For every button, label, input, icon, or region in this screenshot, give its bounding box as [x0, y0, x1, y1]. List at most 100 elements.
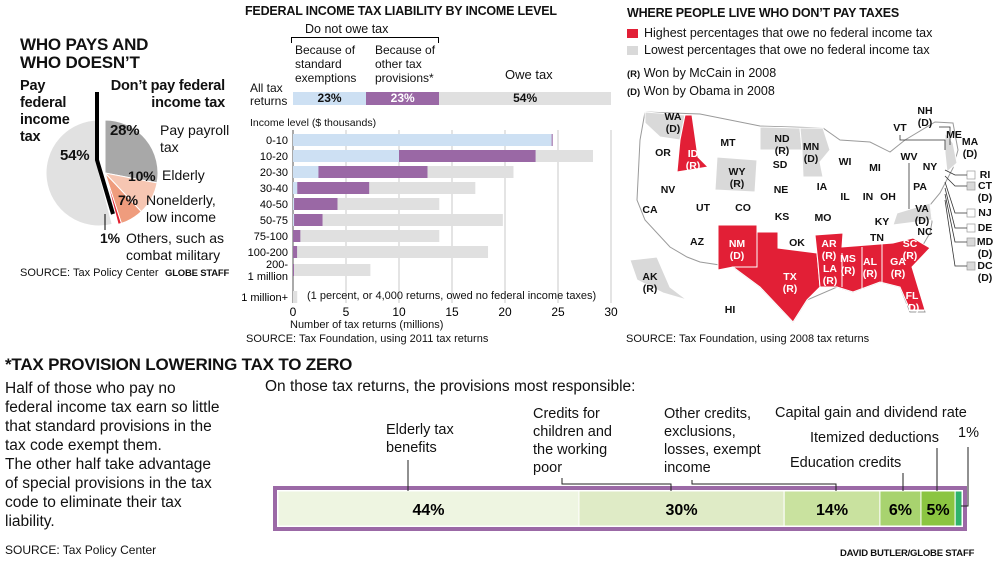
pie-desc-payroll: Pay payroll tax [160, 122, 230, 155]
cat-itemized: Itemized deductions [810, 430, 939, 446]
cat-children: Credits for children and the working poo… [533, 406, 612, 476]
state-label-ma: MA (D) [962, 136, 978, 160]
state-party: (R) [890, 268, 906, 280]
provision-leader-line [561, 478, 672, 491]
provision-value-label: 6% [889, 502, 912, 519]
state-abbr: KS [774, 211, 790, 223]
state-label-wy: WY (R) [729, 166, 746, 190]
category-label: 10-20 [260, 151, 288, 163]
state-abbr: AR [821, 238, 837, 250]
do-not-owe-bracket [291, 37, 439, 43]
legend-high-swatch [627, 29, 638, 38]
state-abbr: WI [838, 156, 852, 168]
state-abbr: NJ [978, 207, 992, 219]
bar-segment [294, 214, 323, 226]
x-tick-label: 20 [498, 305, 512, 319]
all-standard-seg: 23% [293, 92, 367, 105]
state-leader-line [944, 187, 967, 229]
provision-segment [879, 490, 922, 527]
state-abbr: VA [915, 203, 929, 215]
state-abbr: ND [774, 133, 790, 145]
state-leader-line [944, 193, 967, 243]
state-abbr: DC [977, 260, 993, 272]
state-party: (D) [977, 272, 993, 284]
state-abbr: IL [840, 191, 850, 203]
state-abbr: ID [687, 148, 699, 160]
state-party: (R) [902, 250, 918, 262]
income-source: SOURCE: Tax Foundation, using 2011 tax r… [246, 333, 489, 345]
state-label-wv: WV [901, 151, 918, 163]
state-label-tx: TX (R) [783, 271, 798, 295]
state-abbr: CA [642, 204, 658, 216]
state-abbr: MS [840, 253, 856, 265]
state-label-ca: CA [642, 204, 657, 216]
income-x-label: Number of tax returns (millions) [290, 319, 444, 331]
state-label-ne: NE [774, 184, 789, 196]
category-label: 100-200 [248, 247, 288, 259]
state-party: (R) [840, 265, 856, 277]
state-label-hi: HI [725, 304, 736, 316]
state-abbr: RI [979, 169, 991, 181]
legend-other: Because of other tax provisions* [375, 43, 436, 85]
state-abbr: WY [728, 166, 746, 178]
state-label-la: LA (R) [823, 263, 838, 287]
state-label-nm: NM (D) [729, 238, 745, 262]
all-returns-bar: 23% 23% 54% [293, 92, 611, 105]
state-label-al: AL (R) [863, 256, 878, 280]
state-label-ny: NY [923, 161, 938, 173]
bar-segment [293, 182, 298, 194]
bar-segment [293, 246, 298, 258]
state-label-vt: VT [893, 122, 906, 134]
x-tick-label: 15 [445, 305, 459, 319]
pie-label-1: 1% [100, 230, 120, 246]
state-label-me: ME [946, 129, 962, 141]
state-party: (R) [862, 268, 878, 280]
category-label: 0-10 [266, 135, 288, 147]
state-abbr: NH [917, 105, 933, 117]
category-label: 50-75 [260, 215, 288, 227]
pie-source: SOURCE: Tax Policy Center [20, 267, 159, 279]
category-label: 1 million+ [241, 292, 288, 304]
provision-subtitle: On those tax returns, the provisions mos… [265, 378, 636, 395]
state-label-co: CO [735, 202, 751, 214]
state-abbr: MO [814, 212, 832, 224]
state-abbr: CT [977, 180, 992, 192]
state-label-ia: IA [817, 181, 828, 193]
bar-segment [300, 230, 440, 242]
state-abbr: MT [720, 137, 736, 149]
state-swatch [966, 261, 976, 271]
state-abbr: AK [642, 271, 658, 283]
state-label-il: IL [840, 191, 849, 203]
x-tick-label: 10 [392, 305, 406, 319]
state-abbr: GA [890, 256, 906, 268]
bar-segment [293, 134, 552, 146]
state-abbr: AZ [690, 236, 704, 248]
state-label-tn: TN [870, 232, 884, 244]
cat-other-credits: Other credits, exclusions, losses, exemp… [664, 406, 761, 476]
income-chart-title: FEDERAL INCOME TAX LIABILITY BY INCOME L… [245, 4, 557, 18]
state-party: (R) [822, 275, 838, 287]
state-label-mo: MO [815, 212, 832, 224]
cat-capital-gain: Capital gain and dividend rate [775, 405, 967, 421]
map-source: SOURCE: Tax Foundation, using 2008 tax r… [626, 333, 870, 345]
bar-segment [293, 198, 295, 210]
state-swatch [966, 170, 976, 180]
state-swatch [966, 223, 976, 233]
state-party: (R) [821, 250, 837, 262]
x-tick-label: 25 [551, 305, 565, 319]
state-abbr: MD [976, 236, 994, 248]
category-label: 75-100 [254, 231, 288, 243]
state-abbr: MI [869, 162, 881, 174]
provision-leader-line [961, 447, 969, 507]
state-party: (R) [729, 178, 745, 190]
state-leader-line [899, 135, 946, 150]
provision-value-label: 14% [816, 502, 848, 519]
pie-label-10: 10% [128, 168, 156, 184]
all-returns-label: All tax returns [250, 81, 288, 108]
bar-segment [293, 291, 298, 303]
footnote-body: Half of those who pay no federal income t… [5, 380, 220, 530]
legend-high-label: Highest percentages that owe no federal … [644, 26, 933, 40]
state-label-mi: MI [869, 162, 881, 174]
state-leader-line [944, 169, 967, 176]
state-label-mn: MN (D) [803, 141, 819, 165]
